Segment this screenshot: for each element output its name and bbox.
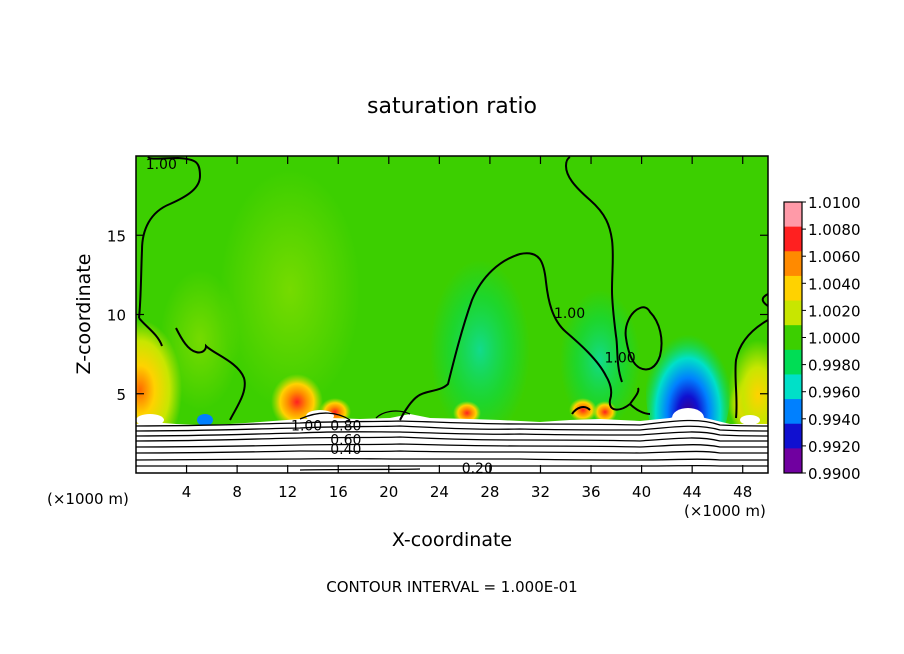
contour-label: 1.00: [554, 306, 585, 322]
contour-labels: 1.00 1.00 1.00 1.00 0.800.600.40 0.20: [146, 157, 636, 477]
contour-label: 0.80: [330, 418, 361, 434]
x-tick-label: 8: [232, 483, 242, 501]
colorbar-swatch: [784, 251, 802, 277]
contour-label: 0.40: [330, 442, 361, 458]
colorbar-swatch: [784, 399, 802, 425]
x-axis-label: X-coordinate: [392, 529, 512, 551]
field-lightgreen-1: [220, 170, 360, 410]
field-blue-small: [197, 414, 213, 426]
colorbar-swatch: [784, 275, 802, 302]
contour-label: 0.60: [330, 433, 361, 449]
colorbar-level-label: 1.0020: [808, 302, 861, 320]
field-red-35: [569, 398, 597, 422]
x-tick-label: 20: [379, 483, 398, 501]
x-tick-label: 16: [329, 483, 348, 501]
terrain-mask: [136, 412, 768, 473]
terrain-blob-44: [672, 408, 704, 428]
y-axis-label: Z-coordinate: [73, 254, 95, 375]
contour-label: 1.00: [291, 418, 322, 434]
x-tick-label: 4: [182, 483, 192, 501]
colorbar-swatch: [784, 374, 802, 400]
contours-1-00: [138, 156, 768, 421]
x-tick-label: 44: [683, 483, 702, 501]
contour-label: 1.00: [146, 157, 177, 173]
colorbar-level-label: 1.0100: [808, 194, 861, 212]
x-tick-label: 40: [632, 483, 651, 501]
field-cyan-2: [560, 290, 640, 430]
y-tick-label: 10: [107, 307, 126, 325]
contour-interval-note: CONTOUR INTERVAL = 1.000E-01: [326, 578, 577, 596]
chart-title: saturation ratio: [367, 94, 537, 119]
colorbar: 1.0100 1.0080 1.0060 1.0040 1.0020 1.0000 0.99…: [783, 194, 861, 483]
x-tick-label: 24: [430, 483, 449, 501]
x-tick-label: 48: [733, 483, 752, 501]
colorbar-swatch: [784, 349, 802, 375]
contour-label: 0.20: [462, 461, 493, 477]
x-tick-label: 12: [278, 483, 297, 501]
plot-area: 1.00 1.00 1.00 1.00 0.800.600.40 0.20: [136, 156, 768, 477]
colorbar-swatch: [784, 325, 802, 351]
colorbar-level-label: 0.9920: [808, 438, 861, 456]
colorbar-swatch: [784, 202, 802, 228]
terrain-blob-right: [740, 415, 760, 425]
terrain-blob-left: [136, 414, 164, 426]
contours-terrain: [136, 410, 768, 471]
x-unit-left: (×1000 m): [47, 490, 129, 508]
x-tick-label: 36: [581, 483, 600, 501]
colorbar-swatch: [784, 226, 802, 252]
field-cyan-1: [430, 260, 530, 440]
colorbar-level-label: 1.0040: [808, 275, 861, 293]
x-tick-label: 28: [480, 483, 499, 501]
colorbar-level-label: 0.9940: [808, 411, 861, 429]
y-tick-label: 5: [116, 386, 126, 404]
colorbar-level-label: 1.0060: [808, 248, 861, 266]
colorbar-level-label: 0.9900: [808, 465, 861, 483]
y-tick-label: 15: [107, 227, 126, 245]
colorbar-swatch: [784, 448, 802, 474]
colorbar-swatch: [784, 300, 802, 326]
x-tick-label: 32: [531, 483, 550, 501]
contour-label: 1.00: [605, 350, 636, 366]
colorbar-level-label: 1.0000: [808, 330, 861, 348]
colorbar-swatch: [784, 423, 802, 449]
colorbar-level-label: 0.9980: [808, 357, 861, 375]
colorbar-level-label: 1.0080: [808, 221, 861, 239]
colorbar-level-label: 0.9960: [808, 384, 861, 402]
x-unit-right: (×1000 m): [684, 502, 766, 520]
